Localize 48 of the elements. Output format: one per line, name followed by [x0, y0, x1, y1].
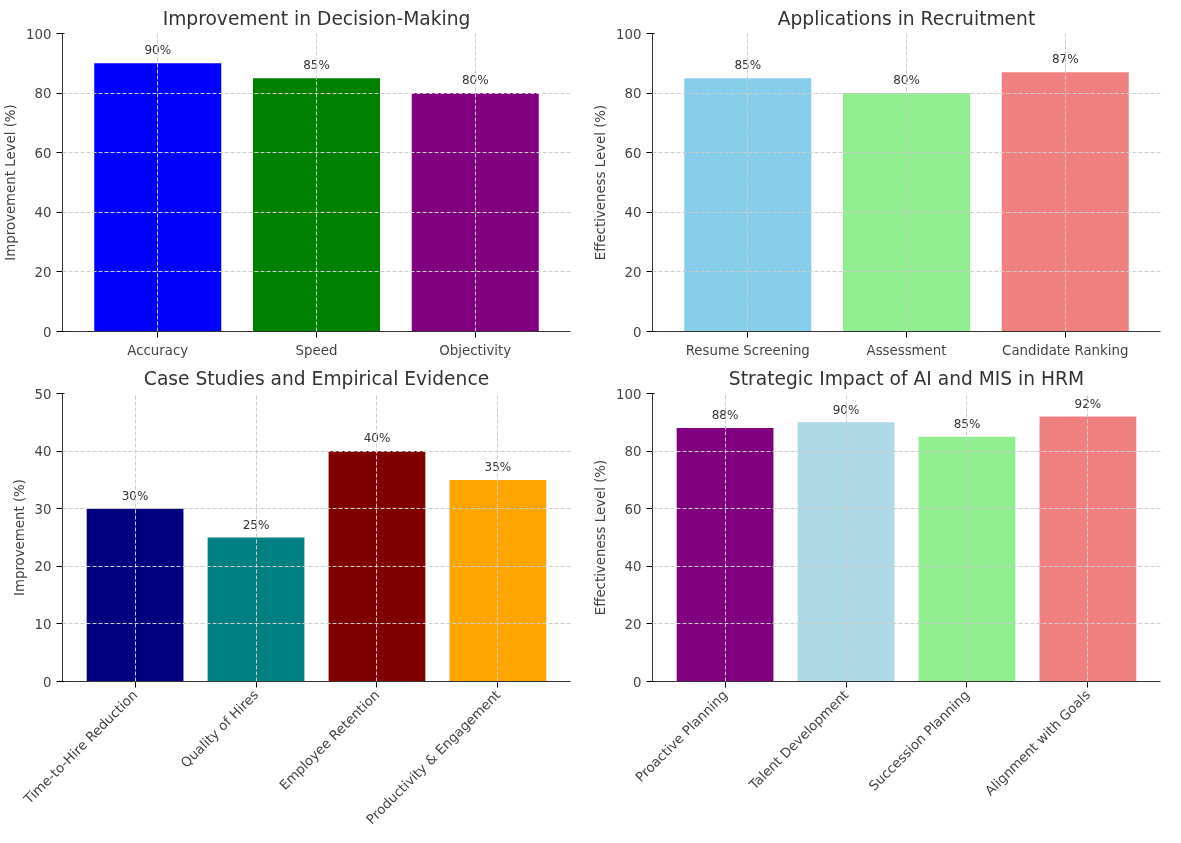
y-tick-label: 100	[616, 26, 642, 42]
y-axis-title: Effectiveness Level (%)	[593, 104, 609, 261]
data-label: 25%	[242, 517, 270, 532]
y-tick-label: 0	[43, 324, 52, 340]
y-tick-label: 20	[34, 559, 52, 575]
y-tick-label: 20	[34, 264, 52, 280]
data-label: 92%	[1074, 396, 1102, 411]
data-label: 90%	[832, 402, 860, 417]
chart-title: Strategic Impact of AI and MIS in HRM	[728, 367, 1085, 389]
y-tick-label: 50	[34, 386, 52, 402]
y-tick-label: 80	[624, 444, 642, 460]
chart-title: Applications in Recruitment	[777, 7, 1036, 29]
y-axis-title: Improvement Level (%)	[3, 104, 19, 261]
data-label: 90%	[144, 43, 172, 58]
y-tick-label: 100	[26, 26, 52, 42]
y-tick-label: 40	[624, 205, 642, 221]
y-tick-label: 80	[34, 86, 52, 102]
y-tick-label: 60	[624, 501, 642, 517]
x-tick-label: Assessment	[866, 342, 947, 358]
x-tick-label: Resume Screening	[685, 342, 810, 358]
data-label: 30%	[121, 488, 149, 503]
y-tick-label: 0	[633, 674, 642, 690]
y-tick-label: 80	[624, 86, 642, 102]
y-axis-title: Effectiveness Level (%)	[593, 459, 609, 616]
x-tick-label: Candidate Ranking	[1002, 342, 1129, 358]
y-tick-label: 100	[616, 386, 642, 402]
y-tick-label: 20	[624, 616, 642, 632]
y-axis-title: Improvement (%)	[11, 479, 27, 596]
x-tick-label: Accuracy	[127, 342, 189, 358]
y-tick-label: 40	[34, 444, 52, 460]
data-label: 85%	[953, 416, 981, 431]
y-tick-label: 40	[624, 559, 642, 575]
y-tick-label: 0	[43, 674, 52, 690]
data-label: 40%	[363, 431, 391, 446]
y-tick-label: 10	[34, 616, 52, 632]
y-tick-label: 60	[624, 145, 642, 161]
y-tick-label: 0	[633, 324, 642, 340]
chart-title: Improvement in Decision-Making	[162, 7, 471, 29]
data-label: 88%	[711, 408, 739, 423]
y-tick-label: 30	[34, 501, 52, 517]
data-label: 87%	[1051, 52, 1079, 67]
y-tick-label: 60	[34, 145, 52, 161]
y-tick-label: 40	[34, 205, 52, 221]
chart-title: Case Studies and Empirical Evidence	[143, 367, 490, 389]
data-label: 35%	[484, 460, 512, 475]
x-tick-label: Objectivity	[439, 342, 512, 358]
y-tick-label: 20	[624, 264, 642, 280]
x-tick-label: Speed	[295, 342, 338, 358]
